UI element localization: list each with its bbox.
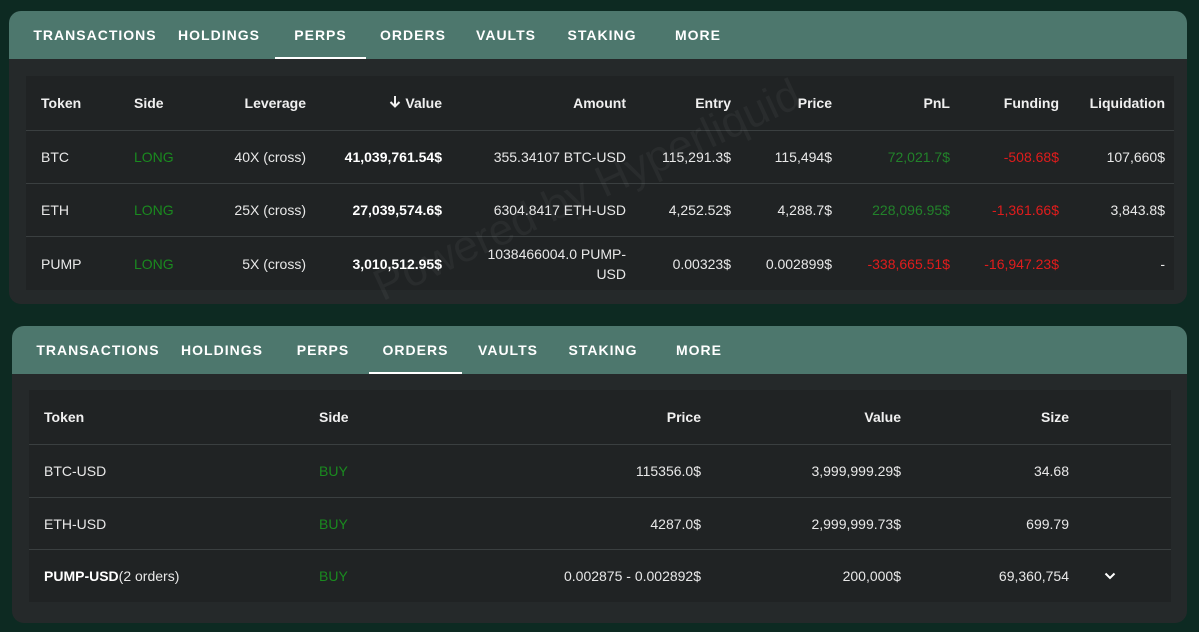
token-cell: ETH — [41, 202, 69, 218]
tab-holdings[interactable]: HOLDINGS — [178, 27, 260, 43]
tab-staking[interactable]: STAKING — [568, 342, 638, 358]
amount-cell: 1038466004.0 PUMP-USD — [487, 245, 626, 282]
orders-table: Token Side Price Value Size BTC-USD BUY … — [29, 390, 1171, 602]
liquidation-cell: - — [1160, 255, 1165, 272]
side-cell: LONG — [134, 149, 174, 165]
token-cell: PUMP-USD (2 orders) — [44, 550, 179, 602]
funding-cell: -1,361.66$ — [992, 202, 1059, 218]
tab-orders[interactable]: ORDERS — [380, 27, 446, 43]
table-row[interactable]: PUMP-USD (2 orders) BUY 0.002875 - 0.0028… — [29, 550, 1171, 602]
tab-holdings[interactable]: HOLDINGS — [181, 342, 263, 358]
side-cell: LONG — [134, 202, 174, 218]
price-cell: 0.002875 - 0.002892$ — [563, 568, 701, 584]
amount-cell: 355.34107 BTC-USD — [493, 149, 626, 165]
tab-orders[interactable]: ORDERS — [369, 326, 462, 374]
header-price[interactable]: Price — [666, 409, 701, 425]
tab-more[interactable]: MORE — [676, 342, 722, 358]
header-value-label: Value — [405, 95, 442, 111]
side-cell: BUY — [319, 463, 348, 479]
amount-cell: 6304.8417 ETH-USD — [493, 202, 626, 218]
funding-cell: -508.68$ — [1003, 149, 1059, 165]
price-cell: 4,288.7$ — [777, 202, 833, 218]
token-cell: BTC-USD — [44, 463, 107, 479]
table-row[interactable]: BTC LONG 40X (cross) 41,039,761.54$ 355.… — [26, 131, 1174, 184]
funding-cell: -16,947.23$ — [984, 255, 1059, 272]
token-cell: ETH-USD — [44, 515, 107, 532]
chevron-down-icon[interactable] — [1104, 550, 1116, 602]
order-count: (2 orders) — [118, 568, 180, 584]
value-cell: 41,039,761.54$ — [344, 149, 442, 165]
leverage-cell: 40X (cross) — [234, 149, 306, 165]
tab-transactions[interactable]: TRANSACTIONS — [33, 27, 157, 43]
table-header: Token Side Leverage Value Amount Entry P… — [26, 76, 1174, 131]
header-side[interactable]: Side — [319, 409, 349, 425]
table-row[interactable]: ETH LONG 25X (cross) 27,039,574.6$ 6304.… — [26, 184, 1174, 237]
value-cell: 3,999,999.29$ — [811, 463, 901, 479]
header-liquidation[interactable]: Liquidation — [1089, 95, 1165, 111]
header-value[interactable]: Value — [864, 409, 901, 425]
header-funding[interactable]: Funding — [1003, 95, 1059, 111]
token-cell: BTC — [41, 149, 69, 165]
tab-bar: TRANSACTIONS HOLDINGS PERPS ORDERS VAULT… — [9, 11, 1187, 59]
size-cell: 69,360,754 — [998, 568, 1069, 584]
entry-cell: 4,252.52$ — [668, 202, 731, 218]
price-cell: 115,494$ — [774, 149, 832, 165]
tab-bar: TRANSACTIONS HOLDINGS PERPS ORDERS VAULT… — [12, 326, 1187, 374]
pnl-cell: -338,665.51$ — [867, 255, 950, 272]
tab-more[interactable]: MORE — [675, 27, 721, 43]
size-cell: 699.79 — [1026, 515, 1069, 532]
tab-staking[interactable]: STAKING — [567, 27, 637, 43]
entry-cell: 115,291.3$ — [661, 149, 731, 165]
tab-perps[interactable]: PERPS — [296, 342, 350, 358]
liquidation-cell: 107,660$ — [1106, 149, 1165, 165]
leverage-cell: 25X (cross) — [234, 202, 306, 218]
table-row[interactable]: ETH-USD BUY 4287.0$ 2,999,999.73$ 699.79 — [29, 498, 1171, 550]
value-cell: 2,999,999.73$ — [811, 515, 901, 532]
entry-cell: 0.00323$ — [672, 255, 731, 272]
header-value[interactable]: Value — [389, 76, 442, 130]
price-cell: 0.002899$ — [765, 255, 832, 272]
price-cell: 115356.0$ — [635, 463, 701, 479]
header-amount[interactable]: Amount — [573, 95, 626, 111]
value-cell: 27,039,574.6$ — [352, 202, 442, 218]
perps-panel: TRANSACTIONS HOLDINGS PERPS ORDERS VAULT… — [9, 11, 1187, 304]
table-header: Token Side Price Value Size — [29, 390, 1171, 445]
header-side[interactable]: Side — [134, 95, 164, 111]
tab-perps[interactable]: PERPS — [275, 11, 366, 59]
leverage-cell: 5X (cross) — [242, 255, 306, 272]
orders-panel: TRANSACTIONS HOLDINGS PERPS ORDERS VAULT… — [12, 326, 1187, 623]
side-cell: LONG — [134, 255, 174, 272]
tab-vaults[interactable]: VAULTS — [478, 342, 538, 358]
header-entry[interactable]: Entry — [695, 95, 731, 111]
price-cell: 4287.0$ — [650, 515, 701, 532]
side-cell: BUY — [319, 568, 348, 584]
header-pnl[interactable]: PnL — [923, 95, 950, 111]
token-cell: PUMP — [41, 255, 82, 272]
header-size[interactable]: Size — [1040, 409, 1069, 425]
header-price[interactable]: Price — [797, 95, 832, 111]
pnl-cell: 228,096.95$ — [872, 202, 950, 218]
value-cell: 200,000$ — [842, 568, 901, 584]
size-cell: 34.68 — [1033, 463, 1069, 479]
value-cell: 3,010,512.95$ — [352, 255, 442, 272]
side-cell: BUY — [319, 515, 348, 532]
table-row[interactable]: PUMP LONG 5X (cross) 3,010,512.95$ 10384… — [26, 237, 1174, 290]
tab-transactions[interactable]: TRANSACTIONS — [36, 342, 160, 358]
header-token[interactable]: Token — [41, 95, 82, 111]
header-token[interactable]: Token — [44, 409, 85, 425]
tab-vaults[interactable]: VAULTS — [476, 27, 536, 43]
arrow-down-icon — [389, 95, 401, 111]
table-row[interactable]: BTC-USD BUY 115356.0$ 3,999,999.29$ 34.6… — [29, 445, 1171, 498]
liquidation-cell: 3,843.8$ — [1110, 202, 1166, 218]
pnl-cell: 72,021.7$ — [887, 149, 950, 165]
header-leverage[interactable]: Leverage — [244, 95, 306, 111]
token-name: PUMP-USD — [44, 568, 119, 584]
positions-table: Token Side Leverage Value Amount Entry P… — [26, 70, 1174, 304]
